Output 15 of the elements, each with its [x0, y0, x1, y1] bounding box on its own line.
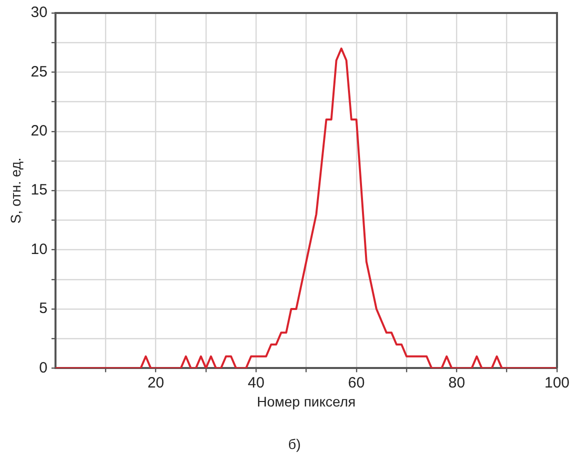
x-tick-label: 100 [544, 374, 570, 392]
y-tick-label: 30 [30, 4, 48, 22]
y-tick-label: 10 [30, 240, 48, 258]
text: б) [288, 436, 301, 452]
x-tick-label: 80 [448, 374, 466, 392]
x-axis-title: Номер пикселя [256, 393, 356, 410]
y-tick-label: 15 [30, 182, 48, 199]
x-tick-label: 60 [348, 374, 365, 392]
y-tick-label: 25 [30, 63, 48, 80]
x-tick-label: 20 [147, 374, 164, 392]
x-tick-label: 40 [248, 374, 264, 392]
y-tick-label: 20 [30, 122, 48, 140]
y-tick-label: 5 [39, 300, 48, 318]
y-axis-title: S, отн. ед. [7, 158, 24, 224]
y-tick-label: 0 [39, 359, 48, 376]
